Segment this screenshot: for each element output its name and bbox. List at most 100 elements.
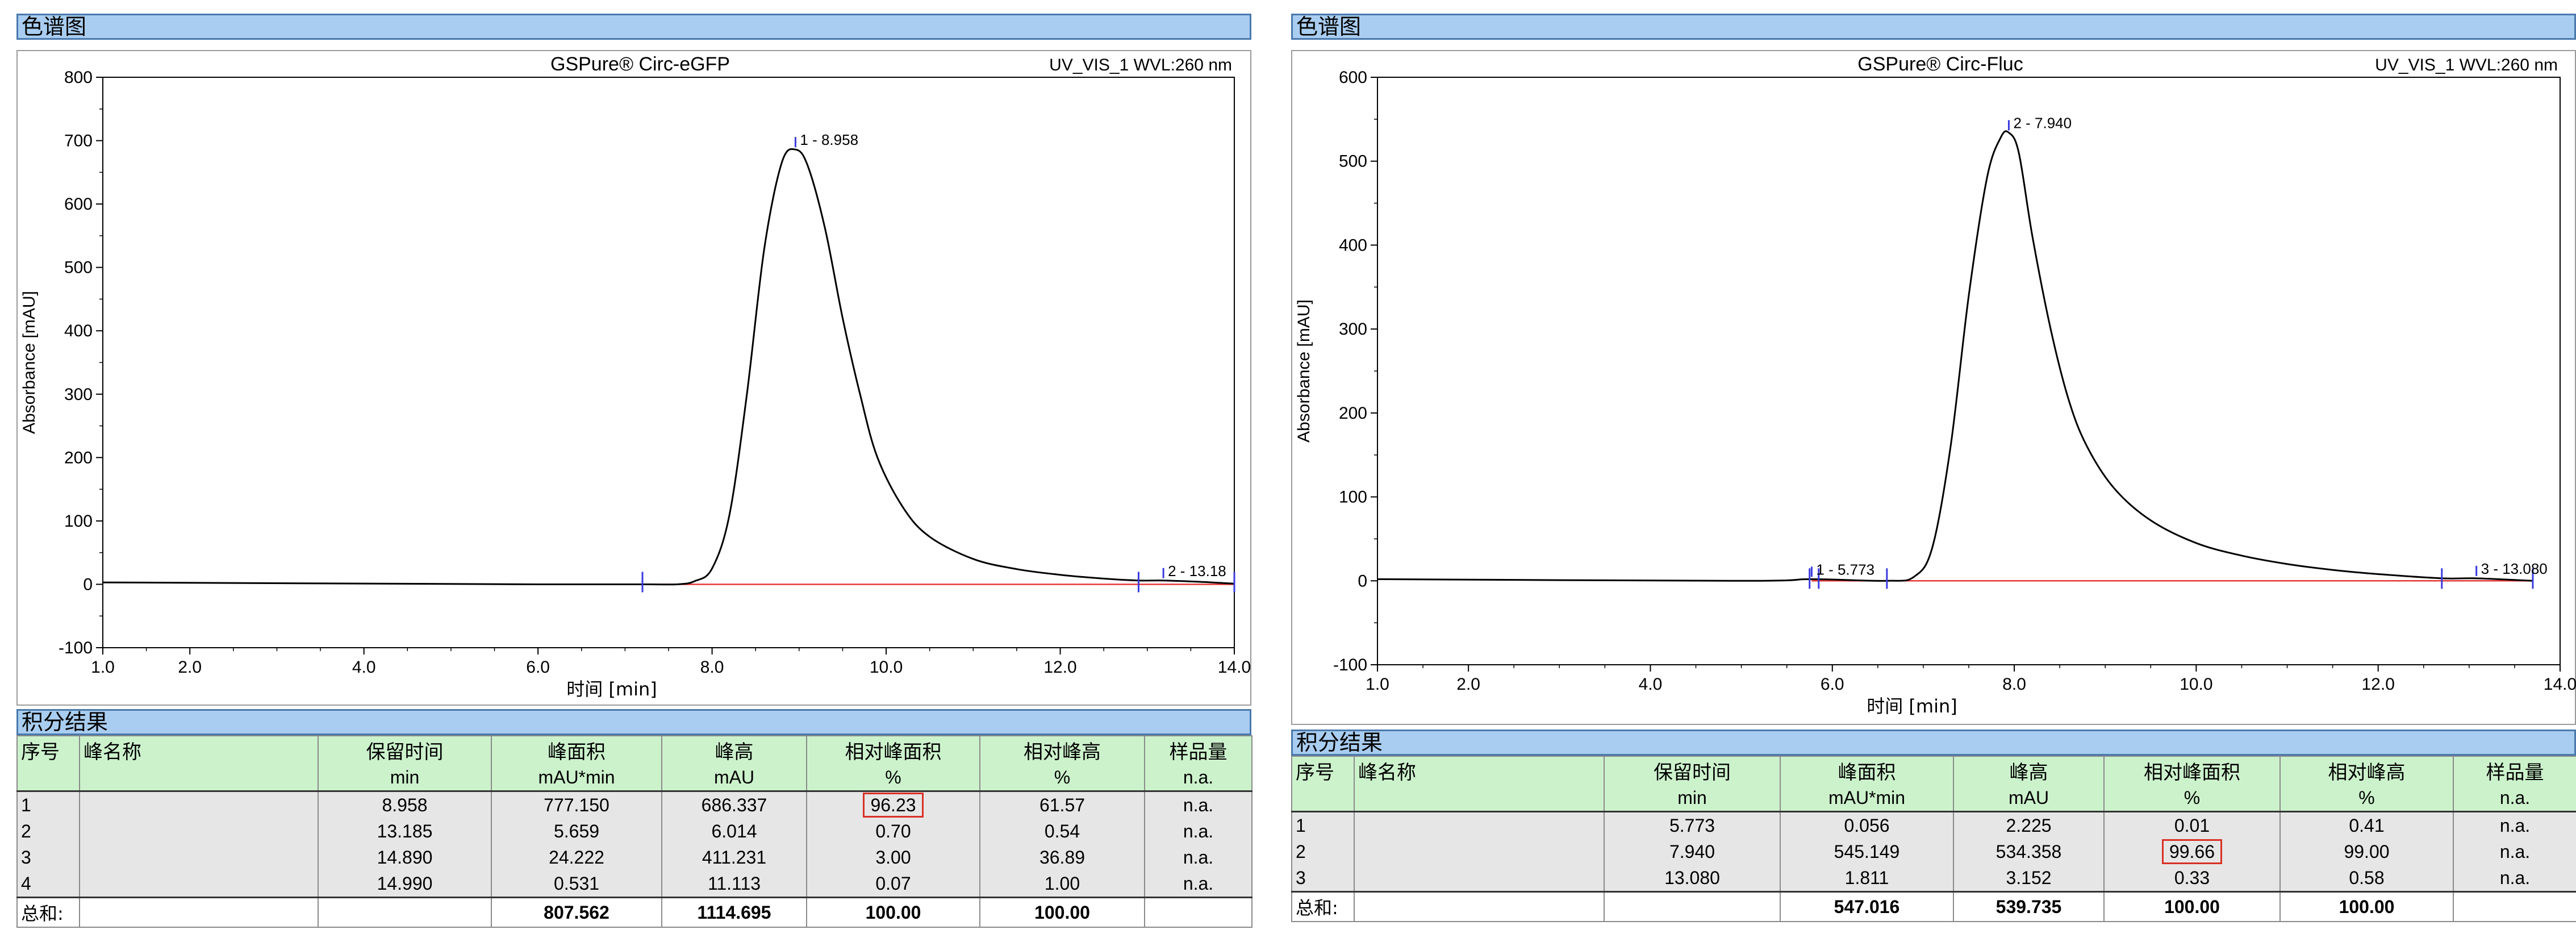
y-axis-label: Absorbance [mAU] [1295, 299, 1313, 443]
y-tick-label: 800 [64, 68, 93, 87]
col-header-amount: 样品量 [1144, 735, 1252, 764]
y-tick-label: 400 [1339, 236, 1367, 255]
x-tick-label: 8.0 [700, 658, 724, 677]
total-height: 1114.695 [661, 897, 807, 928]
y-tick-label: 0 [1358, 572, 1367, 590]
total-area: 807.562 [491, 897, 662, 928]
y-axis-label: Absorbance [mAU] [20, 291, 39, 434]
peak-label: 3 - 13.080 [2481, 560, 2548, 577]
cell-area: 0.531 [491, 870, 662, 898]
x-tick-label: 4.0 [1639, 675, 1663, 694]
cell-name [1354, 865, 1605, 892]
y-tick-label: 700 [64, 132, 93, 151]
cell-amount: n.a. [2453, 811, 2576, 839]
unit-name [1354, 785, 1605, 812]
x-tick-label: 2.0 [178, 658, 202, 677]
cell-retention-time: 13.080 [1604, 865, 1781, 892]
table-units-row: min mAU*min mAU%% n.a. [16, 764, 1252, 792]
cell-rel-height: 1.00 [979, 870, 1145, 898]
y-tick-label: 100 [1339, 488, 1367, 507]
col-header-rel-height: 相对峰高 [979, 735, 1145, 764]
y-tick-label: -100 [1333, 656, 1367, 674]
cell-retention-time: 7.940 [1604, 839, 1781, 865]
table-header-row: 序号 峰名称 保留时间 峰面积 峰高 相对峰面积 相对峰高 样品量 [1291, 756, 2576, 785]
cell-name [79, 818, 319, 844]
cell-name [79, 791, 319, 818]
cell-height: 2.225 [1953, 811, 2105, 839]
cell-rel-area: 3.00 [806, 844, 980, 870]
highlighted-value: 96.23 [863, 793, 924, 818]
x-tick-label: 10.0 [2180, 675, 2212, 694]
cell-rel-area: 0.70 [806, 818, 980, 844]
section-header-results: 积分结果 [1291, 730, 2576, 756]
y-tick-label: 500 [1339, 152, 1367, 171]
signal-trace [102, 148, 1235, 586]
detector-label: UV_VIS_1 WVL:260 nm [1049, 56, 1232, 74]
total-rel-area: 100.00 [806, 897, 980, 928]
y-tick-label: 200 [64, 448, 93, 467]
y-tick-label: 300 [64, 385, 93, 404]
col-header-area: 峰面积 [491, 735, 662, 764]
x-tick-label: 12.0 [1043, 658, 1076, 677]
unit-no [1291, 785, 1355, 812]
table-total-row: 总和: 547.016 539.735 100.00 100.00 [1291, 891, 2576, 922]
chart-title: GSPure® Circ-eGFP [550, 53, 730, 75]
table-row: 2 7.940 545.149 534.358 99.66 99.00 n.a. [1291, 839, 2576, 865]
y-tick-label: 600 [1339, 68, 1367, 87]
total-rel-height: 100.00 [2279, 891, 2454, 922]
cell-retention-time: 14.990 [318, 870, 492, 898]
peak-label: 2 - 7.940 [2013, 114, 2072, 131]
integration-results-table: 序号 峰名称 保留时间 峰面积 峰高 相对峰面积 相对峰高 样品量 min mAU*min mAU%… [16, 735, 1252, 928]
unit-no [16, 764, 80, 792]
cell-rel-height: 61.57 [979, 791, 1145, 818]
cell-area: 0.056 [1780, 811, 1954, 839]
col-header-area: 峰面积 [1780, 756, 1954, 785]
total-retention-time [1604, 891, 1781, 922]
cell-no: 4 [16, 870, 80, 898]
cell-height: 6.014 [661, 818, 807, 844]
plot-frame [102, 77, 1235, 648]
plot-frame [1377, 77, 2561, 665]
col-header-amount: 样品量 [2453, 756, 2576, 785]
x-tick-label: 4.0 [352, 658, 376, 677]
col-header-height: 峰高 [661, 735, 807, 764]
x-tick-label: 2.0 [1456, 675, 1480, 694]
y-tick-label: -100 [59, 639, 93, 657]
total-area: 547.016 [1780, 891, 1954, 922]
total-name [79, 897, 319, 928]
col-header-height: 峰高 [1953, 756, 2105, 785]
total-label: 总和: [1291, 891, 1354, 922]
total-name [1354, 891, 1605, 922]
col-header-no: 序号 [16, 735, 80, 764]
cell-rel-height: 99.00 [2279, 839, 2454, 865]
integration-results-table: 序号 峰名称 保留时间 峰面积 峰高 相对峰面积 相对峰高 样品量 min mAU*min mAU%… [1291, 756, 2576, 922]
x-axis-label: 时间 [min] [1867, 695, 1957, 717]
cell-no: 1 [1291, 811, 1355, 839]
x-tick-label: 14.0 [1218, 658, 1251, 677]
y-tick-label: 600 [64, 195, 93, 214]
peak-label: 2 - 13.18 [1168, 562, 1226, 580]
table-units-row: min mAU*min mAU%% n.a. [1291, 785, 2576, 812]
total-amount [2453, 891, 2576, 922]
unit-rel-area: % [2103, 785, 2281, 812]
col-header-retention-time: 保留时间 [1604, 756, 1781, 785]
cell-rel-height: 36.89 [979, 844, 1145, 870]
detector-label: UV_VIS_1 WVL:260 nm [2375, 56, 2558, 74]
total-label: 总和: [16, 897, 80, 928]
table-header-row: 序号 峰名称 保留时间 峰面积 峰高 相对峰面积 相对峰高 样品量 [16, 735, 1252, 764]
panel-circ-fluc: 色谱图 GSPure® Circ-Fluc UV_VIS_1 WVL:260 nm… [1275, 0, 2576, 942]
cell-height: 411.231 [661, 844, 807, 870]
y-tick-label: 0 [83, 575, 93, 594]
chromatogram-chart-egfp: GSPure® Circ-eGFP UV_VIS_1 WVL:260 nm -100… [20, 53, 1251, 700]
cell-area: 1.811 [1780, 865, 1954, 892]
cell-name [1354, 839, 1605, 865]
unit-amount: n.a. [1144, 764, 1252, 792]
table-row: 1 5.773 0.056 2.225 0.01 0.41 n.a. [1291, 811, 2576, 839]
cell-retention-time: 8.958 [318, 791, 492, 818]
unit-rel-area: % [806, 764, 980, 792]
signal-trace [1377, 130, 2533, 582]
unit-amount: n.a. [2453, 785, 2576, 812]
cell-name [79, 870, 319, 898]
col-header-name: 峰名称 [1354, 756, 1605, 785]
chart-title: GSPure® Circ-Fluc [1857, 53, 2023, 75]
